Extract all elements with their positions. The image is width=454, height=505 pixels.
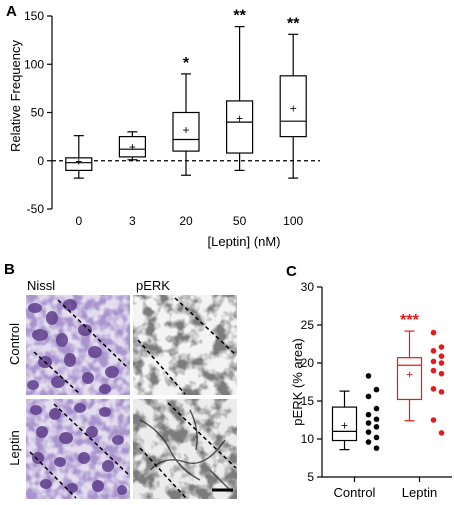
panel-c-data-point	[373, 434, 380, 441]
panel-a-y-tick-label: 50	[31, 106, 45, 120]
panel-a-y-tick-label: 150	[24, 9, 44, 23]
panel-c-data-point	[365, 411, 372, 418]
panel-c-x-tick-label: Leptin	[402, 485, 437, 500]
panel-c-box	[331, 406, 358, 442]
panel-c-data-point	[430, 367, 437, 374]
micrograph-nissl-control	[26, 295, 130, 395]
panel-a-x-tick-label: 3	[129, 214, 136, 228]
panel-letter-a: A	[6, 3, 17, 20]
panel-letter-c: C	[286, 263, 297, 280]
micrograph-column-label-perk: pERK	[136, 278, 170, 293]
panel-c-data-point	[430, 417, 437, 423]
micrograph-nissl-leptin	[26, 399, 130, 499]
panel-a-x-tick-label: 100	[283, 214, 303, 228]
panel-c-data-point	[373, 416, 380, 423]
panel-a-x-tick-label: 50	[233, 214, 247, 228]
panel-c-significance: ***	[400, 312, 419, 329]
panel-c-data-point	[438, 344, 445, 350]
panel-c-data-point	[365, 393, 372, 400]
panel-c-y-tick-label: 15	[301, 394, 315, 408]
panel-c-x-tick-label: Control	[334, 485, 376, 500]
nissl-control-cells	[27, 299, 119, 394]
panel-c-y-tick-label: 5	[307, 470, 314, 484]
panel-c-y-tick-label: 25	[301, 318, 315, 332]
panel-c-mean-marker: +	[406, 367, 413, 381]
panel-a-mean-marker: +	[75, 155, 82, 169]
panel-letter-b: B	[4, 261, 15, 278]
panel-c-data-point	[373, 445, 380, 451]
panel-c-data-point	[430, 329, 437, 336]
panel-a-mean-marker: +	[129, 140, 136, 154]
panel-c-data-point	[373, 424, 380, 430]
panel-c-data-point	[365, 429, 372, 435]
panel-c-box	[396, 357, 423, 401]
panel-c-boxplot: pERK (% area) 5 10 15 20 25 30 Control + Leptin +…	[290, 280, 452, 500]
micrograph-row-label-control: Control	[7, 323, 22, 365]
panel-c-y-tick-label: 20	[301, 356, 315, 370]
panel-a-boxplot: Relative Frequency [Leptin] (nM) -50 0 50 1…	[8, 8, 320, 249]
panel-c-y-tick-label: 30	[301, 280, 315, 294]
panel-c-data-point	[373, 386, 380, 393]
panel-a-x-tick-label: 20	[179, 214, 193, 228]
panel-c-data-point	[430, 358, 437, 365]
micrograph-perk-control	[133, 295, 237, 395]
micrograph-column-label-nissl: Nissl	[27, 278, 55, 293]
panel-a-y-tick-label: -50	[27, 202, 45, 216]
panel-a-mean-marker: +	[236, 111, 243, 125]
nissl-leptin-cells	[30, 403, 127, 495]
panel-c-data-point	[365, 420, 372, 426]
panel-a-mean-marker: +	[290, 102, 297, 116]
panel-c-y-axis-label: pERK (% area)	[290, 338, 305, 425]
micrograph-row-label-leptin: Leptin	[7, 430, 22, 465]
micrograph-perk-leptin	[133, 399, 237, 499]
panel-c-data-point	[430, 386, 437, 392]
panel-c-data-point	[438, 430, 445, 436]
panel-a-x-tick-label: 0	[75, 214, 82, 228]
panel-c-data-point	[365, 439, 372, 445]
panel-a-box	[226, 100, 254, 154]
panel-a-y-tick-label: 0	[37, 154, 44, 168]
panel-a-significance: *	[183, 55, 190, 72]
panel-c-data-point	[430, 348, 437, 354]
panel-c-y-tick-label: 10	[301, 432, 315, 446]
panel-a-significance: **	[287, 15, 300, 32]
panel-c-mean-marker: +	[341, 418, 348, 432]
panel-a-significance: **	[233, 8, 246, 25]
panel-c-data-point	[438, 353, 445, 359]
panel-c-data-point	[438, 370, 445, 377]
panel-c-data-point	[438, 360, 445, 366]
panel-a-y-axis-label: Relative Frequency	[8, 40, 23, 152]
panel-b-micrographs: Nissl pERK Control Leptin	[7, 278, 237, 499]
panel-a-y-tick-label: 100	[24, 57, 44, 71]
panel-c-data-point	[373, 405, 380, 412]
panel-a-box	[118, 136, 147, 158]
panel-a-x-axis-label: [Leptin] (nM)	[208, 234, 281, 249]
panel-c-data-point	[438, 389, 445, 395]
panel-c-data-point	[365, 373, 372, 379]
panel-a-box	[65, 157, 93, 171]
panel-a-mean-marker: +	[182, 123, 189, 137]
panel-a-box	[172, 111, 200, 152]
panel-a-box	[279, 75, 307, 138]
